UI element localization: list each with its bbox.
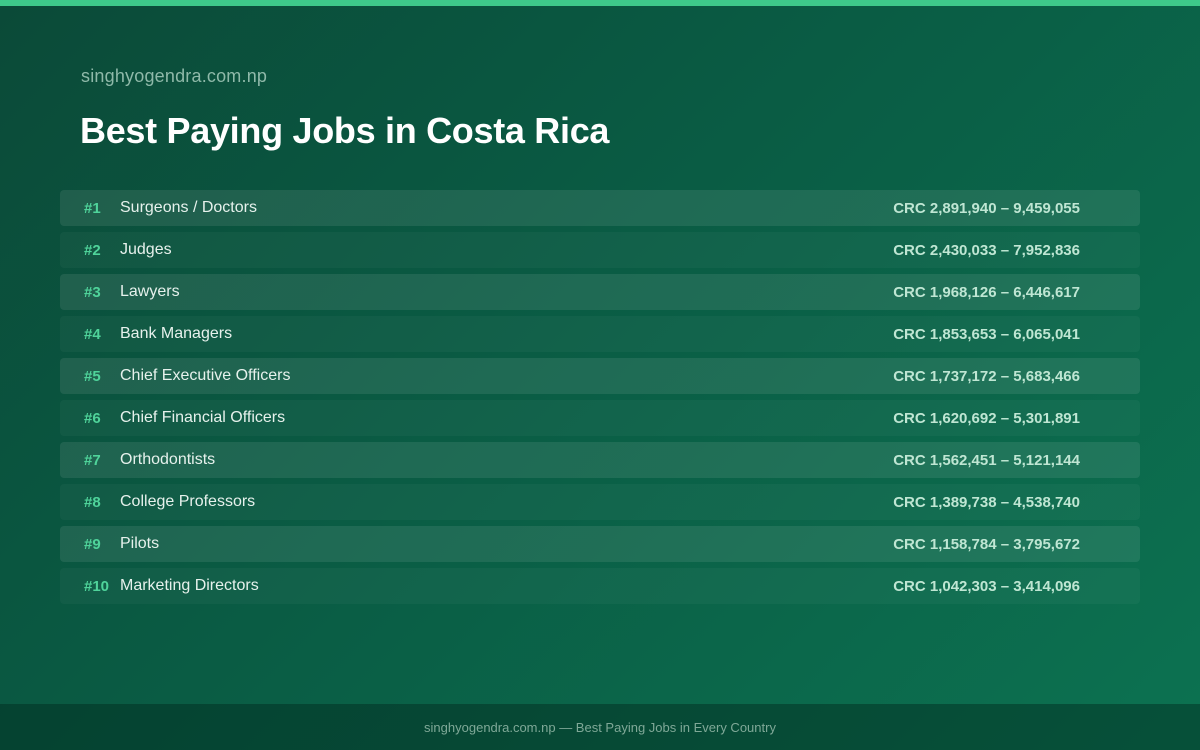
footer: singhyogendra.com.np — Best Paying Jobs …	[0, 704, 1200, 750]
site-name: singhyogendra.com.np	[81, 66, 268, 86]
job-title: Marketing Directors	[120, 577, 259, 594]
job-rank: #4	[84, 325, 101, 343]
job-title: Pilots	[120, 535, 160, 552]
job-rank: #3	[84, 283, 101, 301]
job-title: College Professors	[120, 493, 256, 510]
job-salary: CRC 1,968,126 – 6,446,617	[893, 283, 1080, 301]
job-title: Chief Financial Officers	[120, 409, 286, 426]
list-item: #9 Pilots CRC 1,158,784 – 3,795,672	[60, 526, 1140, 562]
job-salary: CRC 1,562,451 – 5,121,144	[893, 451, 1080, 469]
job-rank: #8	[84, 493, 101, 511]
job-salary: CRC 1,389,738 – 4,538,740	[893, 493, 1080, 511]
list-item: #4 Bank Managers CRC 1,853,653 – 6,065,0…	[60, 316, 1140, 352]
job-salary: CRC 1,042,303 – 3,414,096	[893, 577, 1080, 595]
job-title: Orthodontists	[120, 451, 216, 468]
job-rank: #5	[84, 367, 101, 385]
job-salary: CRC 1,620,692 – 5,301,891	[893, 409, 1080, 427]
page-title: Best Paying Jobs in Costa Rica	[80, 110, 610, 151]
list-item: #10 Marketing Directors CRC 1,042,303 – …	[60, 568, 1140, 604]
job-rank: #1	[84, 199, 101, 217]
job-salary: CRC 2,891,940 – 9,459,055	[893, 199, 1080, 217]
job-salary: CRC 1,853,653 – 6,065,041	[893, 325, 1080, 343]
footer-text: singhyogendra.com.np — Best Paying Jobs …	[424, 719, 776, 735]
job-title: Chief Executive Officers	[120, 367, 291, 384]
list-item: #3 Lawyers CRC 1,968,126 – 6,446,617	[60, 274, 1140, 310]
list-item: #1 Surgeons / Doctors CRC 2,891,940 – 9,…	[60, 190, 1140, 226]
job-salary: CRC 1,158,784 – 3,795,672	[893, 535, 1080, 553]
job-salary: CRC 2,430,033 – 7,952,836	[893, 241, 1080, 259]
list-item: #2 Judges CRC 2,430,033 – 7,952,836	[60, 232, 1140, 268]
list-item: #7 Orthodontists CRC 1,562,451 – 5,121,1…	[60, 442, 1140, 478]
job-title: Judges	[120, 241, 172, 258]
job-salary: CRC 1,737,172 – 5,683,466	[893, 367, 1080, 385]
job-rank: #9	[84, 535, 101, 553]
list-item: #8 College Professors CRC 1,389,738 – 4,…	[60, 484, 1140, 520]
top-accent-bar	[0, 0, 1200, 6]
job-title: Lawyers	[120, 283, 180, 300]
job-rank: #7	[84, 451, 101, 469]
jobs-list: #1 Surgeons / Doctors CRC 2,891,940 – 9,…	[60, 190, 1140, 610]
job-rank: #10	[84, 577, 110, 595]
list-item: #5 Chief Executive Officers CRC 1,737,17…	[60, 358, 1140, 394]
job-rank: #2	[84, 241, 101, 259]
list-item: #6 Chief Financial Officers CRC 1,620,69…	[60, 400, 1140, 436]
job-title: Bank Managers	[120, 325, 233, 342]
job-rank: #6	[84, 409, 101, 427]
job-title: Surgeons / Doctors	[120, 199, 257, 216]
